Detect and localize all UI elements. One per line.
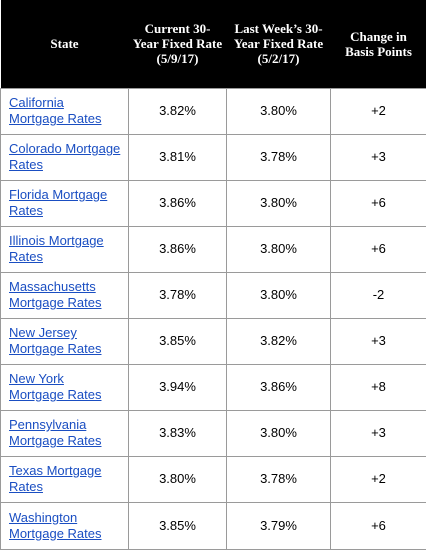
last-week-rate-cell: 3.80% [226,87,331,135]
current-rate-cell: 3.80% [128,455,227,503]
table-row: Pennsylvania Mortgage Rates 3.83% 3.80% … [0,409,426,457]
state-cell: Texas Mortgage Rates [0,455,129,503]
current-rate-cell: 3.86% [128,179,227,227]
state-link-colorado[interactable]: Colorado Mortgage Rates [9,141,121,172]
state-cell: Massachusetts Mortgage Rates [0,271,129,319]
change-cell: +6 [330,225,426,273]
table-header: State Current 30-Year Fixed Rate (5/9/17… [0,0,426,88]
table-row: Colorado Mortgage Rates 3.81% 3.78% +3 [0,133,426,181]
current-rate-cell: 3.83% [128,409,227,457]
table-row: Florida Mortgage Rates 3.86% 3.80% +6 [0,179,426,227]
current-rate-cell: 3.78% [128,271,227,319]
last-week-rate-cell: 3.80% [226,179,331,227]
change-cell: +8 [330,363,426,411]
table-row: Texas Mortgage Rates 3.80% 3.78% +2 [0,455,426,503]
table-row: California Mortgage Rates 3.82% 3.80% +2 [0,87,426,135]
current-rate-cell: 3.85% [128,501,227,550]
last-week-rate-cell: 3.80% [226,225,331,273]
state-cell: Illinois Mortgage Rates [0,225,129,273]
current-rate-cell: 3.82% [128,87,227,135]
current-rate-cell: 3.81% [128,133,227,181]
state-link-texas[interactable]: Texas Mortgage Rates [9,463,102,494]
change-cell: +3 [330,133,426,181]
state-cell: Florida Mortgage Rates [0,179,129,227]
change-cell: +2 [330,87,426,135]
state-link-new-jersey[interactable]: New Jersey Mortgage Rates [9,325,102,356]
header-current-rate: Current 30-Year Fixed Rate (5/9/17) [128,0,227,88]
table-row: New Jersey Mortgage Rates 3.85% 3.82% +3 [0,317,426,365]
header-state: State [0,0,129,88]
table-row: New York Mortgage Rates 3.94% 3.86% +8 [0,363,426,411]
state-cell: Washington Mortgage Rates [0,501,129,550]
state-cell: New Jersey Mortgage Rates [0,317,129,365]
state-link-washington[interactable]: Washington Mortgage Rates [9,509,102,541]
state-cell: Pennsylvania Mortgage Rates [0,409,129,457]
state-link-california[interactable]: California Mortgage Rates [9,95,102,126]
last-week-rate-cell: 3.86% [226,363,331,411]
change-cell: +6 [330,501,426,550]
current-rate-cell: 3.94% [128,363,227,411]
header-last-week-rate: Last Week’s 30-Year Fixed Rate (5/2/17) [226,0,331,88]
change-cell: +6 [330,179,426,227]
state-link-pennsylvania[interactable]: Pennsylvania Mortgage Rates [9,417,102,448]
last-week-rate-cell: 3.80% [226,271,331,319]
change-cell: +3 [330,409,426,457]
state-link-massachusetts[interactable]: Massachusetts Mortgage Rates [9,279,102,310]
change-cell: +2 [330,455,426,503]
state-link-illinois[interactable]: Illinois Mortgage Rates [9,233,104,264]
table-body: California Mortgage Rates 3.82% 3.80% +2… [0,87,426,550]
header-change-basis-points: Change in Basis Points [330,0,426,88]
current-rate-cell: 3.86% [128,225,227,273]
last-week-rate-cell: 3.80% [226,409,331,457]
state-cell: California Mortgage Rates [0,87,129,135]
last-week-rate-cell: 3.78% [226,455,331,503]
change-cell: +3 [330,317,426,365]
change-cell: -2 [330,271,426,319]
state-link-florida[interactable]: Florida Mortgage Rates [9,187,108,218]
table-row: Washington Mortgage Rates 3.85% 3.79% +6 [0,501,426,550]
state-cell: Colorado Mortgage Rates [0,133,129,181]
table-row: Illinois Mortgage Rates 3.86% 3.80% +6 [0,225,426,273]
last-week-rate-cell: 3.78% [226,133,331,181]
table-row: Massachusetts Mortgage Rates 3.78% 3.80%… [0,271,426,319]
state-link-new-york[interactable]: New York Mortgage Rates [9,371,102,402]
header-row: State Current 30-Year Fixed Rate (5/9/17… [0,0,426,88]
last-week-rate-cell: 3.79% [226,501,331,550]
last-week-rate-cell: 3.82% [226,317,331,365]
current-rate-cell: 3.85% [128,317,227,365]
state-cell: New York Mortgage Rates [0,363,129,411]
